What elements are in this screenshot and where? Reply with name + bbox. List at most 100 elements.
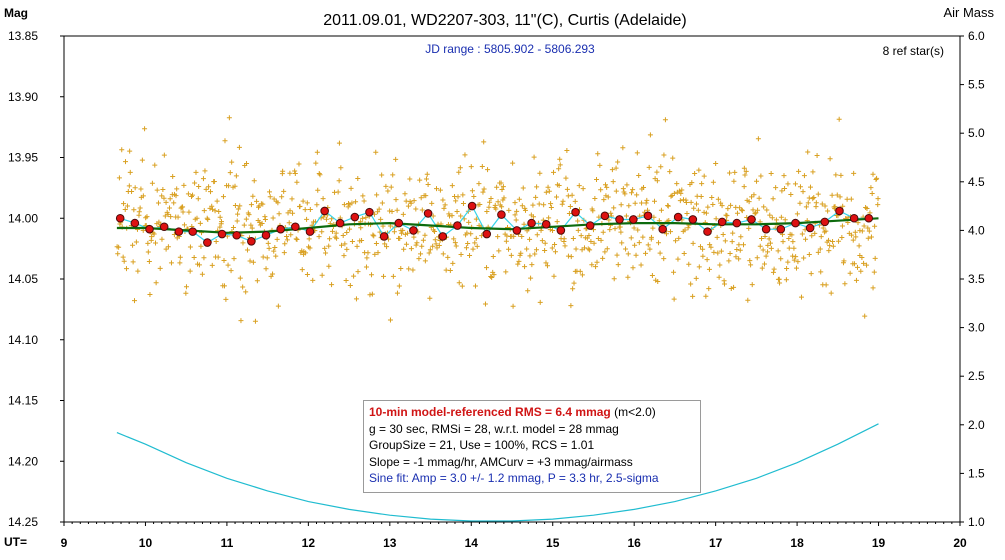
raw-point	[472, 240, 478, 246]
y-tick-label: 14.10	[8, 333, 38, 347]
raw-point	[290, 210, 296, 216]
raw-point	[194, 215, 200, 221]
raw-point	[853, 234, 859, 240]
raw-point	[631, 225, 637, 231]
raw-point	[265, 240, 271, 246]
raw-point	[473, 216, 479, 222]
raw-point	[272, 245, 278, 251]
raw-point	[746, 199, 752, 205]
raw-point	[456, 169, 462, 175]
raw-point	[418, 195, 424, 201]
x-tick-label: 10	[139, 536, 153, 550]
raw-point	[385, 188, 391, 194]
raw-point	[167, 205, 173, 211]
raw-point	[336, 140, 342, 146]
y-tick-label: 14.25	[8, 515, 38, 529]
raw-point	[190, 192, 196, 198]
raw-point	[870, 171, 876, 177]
raw-point	[799, 231, 805, 237]
raw-point	[485, 167, 491, 173]
raw-point	[688, 199, 694, 205]
group-mean-point	[423, 209, 433, 218]
raw-point	[147, 292, 153, 298]
raw-point	[725, 206, 731, 212]
raw-point	[685, 225, 691, 231]
x-tick-label: 11	[221, 536, 234, 550]
raw-point	[516, 258, 522, 264]
raw-point	[677, 198, 683, 204]
raw-point	[120, 254, 126, 260]
raw-point	[771, 266, 777, 272]
raw-point	[606, 217, 612, 223]
raw-point	[823, 282, 829, 288]
raw-point	[274, 236, 280, 242]
raw-point	[217, 214, 223, 220]
y2-tick-label: 2.5	[968, 369, 985, 383]
raw-point	[741, 165, 747, 171]
raw-point	[692, 170, 698, 176]
raw-point	[511, 233, 517, 239]
raw-point	[240, 284, 246, 290]
raw-point	[279, 194, 285, 200]
group-mean-point	[188, 227, 197, 236]
raw-point	[247, 258, 253, 264]
raw-point	[159, 193, 165, 199]
group-mean-point	[820, 217, 830, 227]
raw-point	[294, 179, 300, 185]
raw-point	[537, 299, 543, 305]
x-tick-label: 12	[302, 536, 316, 550]
raw-point	[706, 266, 712, 272]
raw-point	[313, 160, 319, 166]
raw-point	[767, 240, 773, 246]
raw-point	[474, 243, 480, 249]
raw-point	[658, 164, 664, 170]
group-mean-point	[365, 207, 374, 217]
raw-point	[728, 202, 734, 208]
raw-point	[135, 268, 141, 274]
raw-point	[387, 317, 393, 323]
raw-point	[122, 206, 128, 212]
raw-point	[287, 208, 293, 214]
raw-point	[554, 219, 560, 225]
y2-tick-label: 4.0	[968, 223, 985, 237]
raw-point	[132, 185, 138, 191]
raw-point	[463, 245, 469, 251]
raw-point	[564, 147, 570, 153]
y-axis-label-mag: Mag	[4, 6, 28, 20]
raw-point	[826, 237, 832, 243]
raw-point	[820, 225, 826, 231]
raw-point	[446, 211, 452, 217]
x-tick-label: 16	[628, 536, 642, 550]
raw-point	[591, 240, 597, 246]
raw-point	[364, 255, 370, 261]
raw-point	[422, 232, 428, 238]
raw-point	[686, 261, 692, 267]
raw-point	[226, 183, 232, 189]
sine-fit-layer	[120, 204, 869, 244]
raw-point	[360, 215, 366, 221]
raw-point	[722, 281, 728, 287]
raw-point	[521, 221, 527, 227]
raw-point	[281, 188, 287, 194]
raw-point	[203, 186, 209, 192]
raw-point	[405, 203, 411, 209]
raw-point	[790, 239, 796, 245]
raw-point	[715, 196, 721, 202]
raw-point	[145, 249, 151, 255]
group-mean-point	[453, 221, 462, 230]
raw-point	[806, 252, 812, 258]
raw-point	[140, 193, 146, 199]
raw-point	[180, 204, 186, 210]
raw-point	[688, 281, 694, 287]
raw-point	[121, 258, 127, 264]
raw-point	[213, 238, 219, 244]
raw-point	[124, 203, 130, 209]
raw-point	[423, 176, 429, 182]
raw-point	[522, 264, 528, 270]
raw-point	[406, 266, 412, 272]
group-mean-point	[585, 221, 595, 230]
raw-point	[608, 210, 614, 216]
raw-point	[449, 183, 455, 189]
ref-stars-label: 8 ref star(s)	[883, 44, 944, 58]
raw-point	[503, 269, 509, 275]
